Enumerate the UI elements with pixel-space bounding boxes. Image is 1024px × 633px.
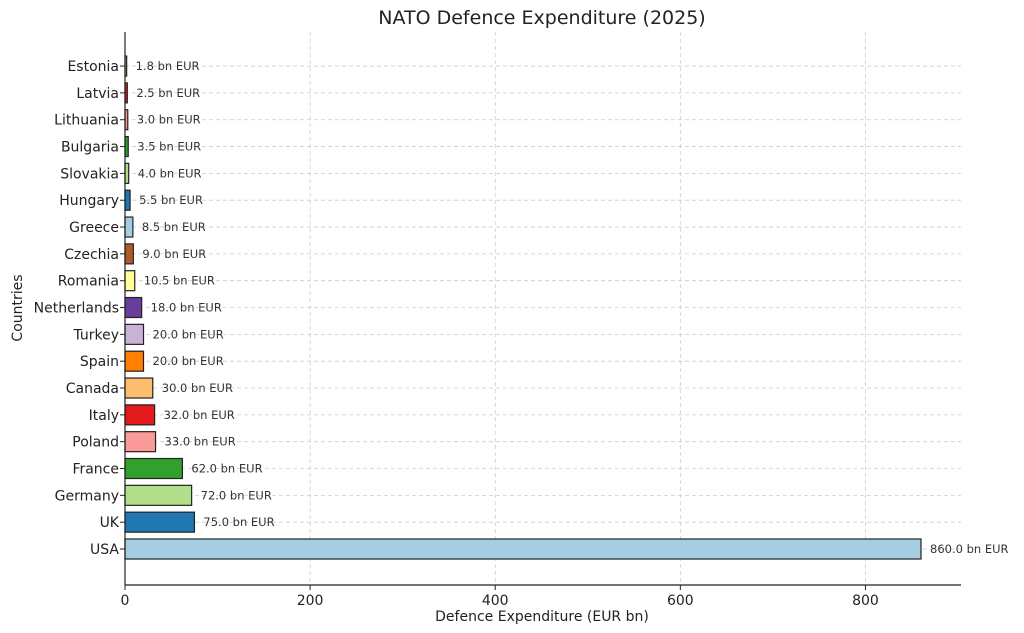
y-tick-label: Greece	[69, 220, 119, 236]
x-tick-label: 400	[482, 593, 509, 609]
y-tick-label: Netherlands	[34, 301, 119, 317]
grid-lines	[125, 32, 961, 585]
x-axis-label: Defence Expenditure (EUR bn)	[435, 609, 649, 625]
data-label-netherlands: 18.0 bn EUR	[151, 301, 222, 315]
axes	[124, 32, 961, 586]
data-label-latvia: 2.5 bn EUR	[136, 86, 200, 100]
data-label-uk: 75.0 bn EUR	[203, 515, 274, 529]
x-ticks: 0 200 400 600 800	[121, 585, 879, 609]
data-label-spain: 20.0 bn EUR	[153, 354, 224, 368]
bar-italy	[124, 404, 156, 426]
y-tick-label: Canada	[66, 381, 119, 397]
y-tick-label: Latvia	[76, 86, 119, 102]
y-ticks: USA UK Germany France Poland Italy Canada Spain…	[34, 59, 125, 558]
bar-usa	[124, 538, 922, 560]
bar-netherlands	[124, 296, 143, 319]
y-tick-label: UK	[100, 515, 120, 531]
data-label-hungary: 5.5 bn EUR	[139, 193, 203, 207]
y-tick-label: Hungary	[59, 193, 119, 209]
y-tick-label: Spain	[80, 354, 119, 370]
data-label-lithuania: 3.0 bn EUR	[137, 113, 201, 127]
bar-greece	[124, 216, 134, 238]
bar-hungary	[124, 189, 131, 211]
data-label-usa: 860.0 bn EUR	[930, 542, 1009, 556]
data-label-italy: 32.0 bn EUR	[164, 408, 235, 422]
y-tick-label: Bulgaria	[61, 140, 119, 156]
data-label-poland: 33.0 bn EUR	[165, 435, 236, 449]
data-label-czechia: 9.0 bn EUR	[142, 247, 206, 261]
y-axis-label: Countries	[10, 274, 26, 341]
bar-canada	[124, 377, 154, 399]
bar-uk	[124, 511, 196, 533]
data-label-bulgaria: 3.5 bn EUR	[137, 140, 201, 154]
x-tick-label: 0	[121, 593, 130, 609]
y-tick-label: France	[72, 462, 119, 478]
bar-czechia	[124, 243, 134, 265]
y-tick-label: USA	[90, 542, 119, 558]
chart-title: NATO Defence Expenditure (2025)	[378, 7, 705, 29]
y-tick-label: Germany	[55, 488, 119, 504]
bar-france	[124, 457, 183, 480]
y-tick-label: Czechia	[64, 247, 119, 263]
bar-romania	[124, 270, 136, 292]
y-tick-label: Estonia	[67, 59, 119, 75]
y-tick-label: Poland	[72, 435, 119, 451]
data-label-estonia: 1.8 bn EUR	[136, 59, 200, 73]
data-label-slovakia: 4.0 bn EUR	[138, 166, 202, 180]
x-tick-label: 600	[667, 593, 694, 609]
data-labels: 860.0 bn EUR 75.0 bn EUR 72.0 bn EUR 62.0 b…	[136, 59, 1009, 556]
bar-spain	[124, 350, 145, 372]
x-tick-label: 800	[852, 593, 879, 609]
x-tick-label: 200	[297, 593, 324, 609]
bar-poland	[124, 431, 157, 453]
y-tick-label: Slovakia	[60, 166, 119, 182]
data-label-romania: 10.5 bn EUR	[144, 274, 215, 288]
y-tick-label: Lithuania	[54, 113, 119, 129]
data-label-germany: 72.0 bn EUR	[201, 488, 272, 502]
data-label-greece: 8.5 bn EUR	[142, 220, 206, 234]
data-label-canada: 30.0 bn EUR	[162, 381, 233, 395]
y-tick-label: Romania	[58, 274, 119, 290]
data-label-france: 62.0 bn EUR	[191, 462, 262, 476]
y-tick-label: Italy	[89, 408, 119, 424]
bar-turkey	[124, 323, 145, 345]
y-tick-label: Turkey	[72, 327, 119, 343]
bar-germany	[124, 484, 193, 506]
data-label-turkey: 20.0 bn EUR	[153, 327, 224, 341]
